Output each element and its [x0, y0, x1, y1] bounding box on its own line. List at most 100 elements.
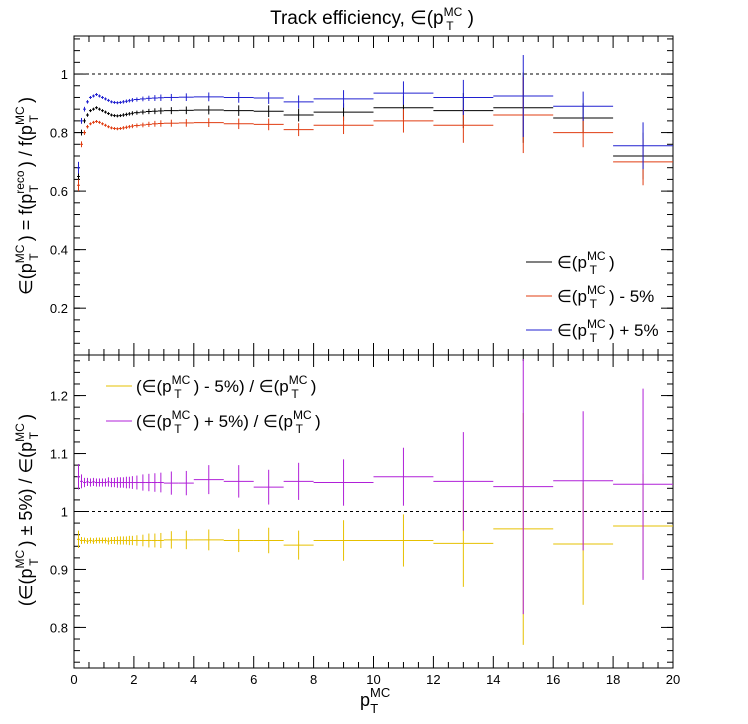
- top-series-2-point: [79, 117, 83, 124]
- top-series-1-point: [283, 123, 314, 137]
- x-axis-label: pMC T: [360, 685, 390, 716]
- bottom-y-axis-label: (∈(pMCT) ± 5%) / ∈(pMCT): [13, 414, 41, 606]
- bottom-series-1-point: [94, 478, 98, 487]
- top-series-0-point: [109, 113, 113, 117]
- bottom-y-tick-label: 1.1: [50, 447, 68, 462]
- bottom-series-1-point: [130, 476, 134, 489]
- top-series-2-point: [115, 101, 119, 105]
- top-series-1-point: [253, 118, 284, 131]
- top-series-0-point: [283, 108, 314, 122]
- bottom-series-1-point: [253, 469, 284, 505]
- x-tick-label: 18: [606, 672, 620, 687]
- bottom-series-1-point: [157, 472, 164, 493]
- bottom-series-0-point: [112, 537, 116, 544]
- bottom-series-1-point: [88, 478, 92, 487]
- x-tick-label: 12: [426, 672, 440, 687]
- bottom-series-0-point: [139, 534, 146, 547]
- x-tick-label: 8: [310, 672, 317, 687]
- top-series-0-point: [79, 129, 83, 136]
- bottom-series-1-point: [313, 459, 374, 506]
- bottom-series-1-point: [109, 477, 113, 488]
- top-series-1-point: [106, 125, 110, 129]
- top-legend: ∈(pMC T) ∈(pMC T) - 5% ∈(pMC T) + 5%: [526, 249, 659, 345]
- bottom-series-0-point: [94, 537, 98, 544]
- bottom-series-0-point: [100, 537, 104, 544]
- bottom-series-1-point: [145, 473, 152, 492]
- bottom-series-0-point: [283, 530, 314, 560]
- bottom-series-0-point: [151, 533, 158, 548]
- top-series-1-point: [151, 120, 158, 127]
- bottom-series-1-point: [82, 477, 86, 488]
- bottom-series-1-point: [493, 359, 554, 615]
- top-plot-frame: [73, 35, 674, 356]
- top-series-1-point: [82, 130, 86, 135]
- bottom-legend: (∈(pMC T) - 5%) / ∈(pMC T) (∈(pMC T) + 5%) …: [106, 373, 321, 436]
- x-tick-label: 14: [486, 672, 500, 687]
- bottom-series-1-point: [178, 470, 194, 496]
- top-series-0-point: [139, 109, 146, 115]
- bottom-series-0-point: [145, 533, 152, 548]
- bottom-series-0-point: [121, 536, 125, 545]
- bottom-series-1-point: [283, 462, 314, 500]
- bottom-series-0-point: [106, 537, 110, 545]
- top-series-0-point: [82, 118, 86, 124]
- top-series-2-point: [124, 99, 128, 104]
- bottom-series-1-point: [121, 477, 125, 488]
- bottom-series-0-point: [313, 520, 374, 561]
- top-series-0-point: [133, 110, 140, 115]
- x-tick-label: 20: [666, 672, 680, 687]
- top-series-2-point: [145, 95, 152, 101]
- top-series-2-point: [118, 100, 122, 104]
- top-series-0-point: [85, 113, 89, 117]
- top-series-0-point: [97, 107, 101, 111]
- top-series-2-point: [85, 100, 89, 104]
- bottom-series-1-point: [97, 478, 101, 487]
- legend-label-minus: ∈(pMC T) - 5%: [557, 283, 654, 311]
- top-series-1-point: [88, 122, 92, 126]
- top-series-2-point: [223, 92, 254, 103]
- top-series-2-point: [178, 93, 194, 101]
- bottom-series-0-point: [163, 531, 179, 549]
- bottom-series-0-point: [91, 538, 95, 544]
- top-y-tick-label: 1: [61, 67, 68, 82]
- x-tick-label: 2: [130, 672, 137, 687]
- top-series-1-point: [178, 119, 194, 127]
- top-series-2-point: [109, 100, 113, 104]
- top-series-1-point: [85, 124, 89, 129]
- bottom-series-1-point: [151, 473, 158, 492]
- bottom-series-1-point: [103, 478, 107, 487]
- bottom-series-0-point: [88, 537, 92, 544]
- top-series-1-point: [133, 123, 140, 128]
- bottom-series-1-point: [163, 471, 179, 495]
- bottom-series-0-point: [253, 527, 284, 554]
- top-series-0-point: [193, 105, 224, 115]
- top-series-2-point: [121, 100, 125, 104]
- top-series-1-point: [100, 122, 104, 126]
- top-series-2-point: [139, 96, 146, 102]
- top-series-1-point: [553, 117, 614, 148]
- top-series-1-point: [130, 124, 134, 129]
- top-series-1-point: [94, 119, 98, 123]
- bottom-series-1-point: [139, 474, 146, 491]
- bottom-series-1-point: [76, 463, 80, 490]
- legend-label-ratio-plus: (∈(pMC T) + 5%) / ∈(pMC T): [136, 408, 321, 436]
- legend-label-plus: ∈(pMC T) + 5%: [557, 317, 659, 345]
- bottom-series-0-point: [82, 537, 86, 544]
- bottom-series-0-point: [124, 536, 128, 545]
- bottom-series-0-point: [130, 535, 134, 546]
- top-series-0-point: [130, 111, 134, 116]
- top-series-0-point: [127, 112, 131, 116]
- top-series-1-point: [103, 123, 107, 127]
- top-series-2-point: [88, 95, 92, 99]
- top-y-tick-label: 0.8: [50, 126, 68, 141]
- top-y-tick-label: 0.2: [50, 301, 68, 316]
- top-series-1-point: [127, 124, 131, 129]
- bottom-series-1: [76, 359, 673, 615]
- bottom-series-0-point: [178, 530, 194, 550]
- bottom-series-0-point: [76, 530, 80, 549]
- top-series-2-point: [106, 98, 110, 102]
- top-series-0-point: [112, 114, 116, 118]
- bottom-series-0-point: [157, 532, 164, 549]
- top-series-1-point: [97, 120, 101, 124]
